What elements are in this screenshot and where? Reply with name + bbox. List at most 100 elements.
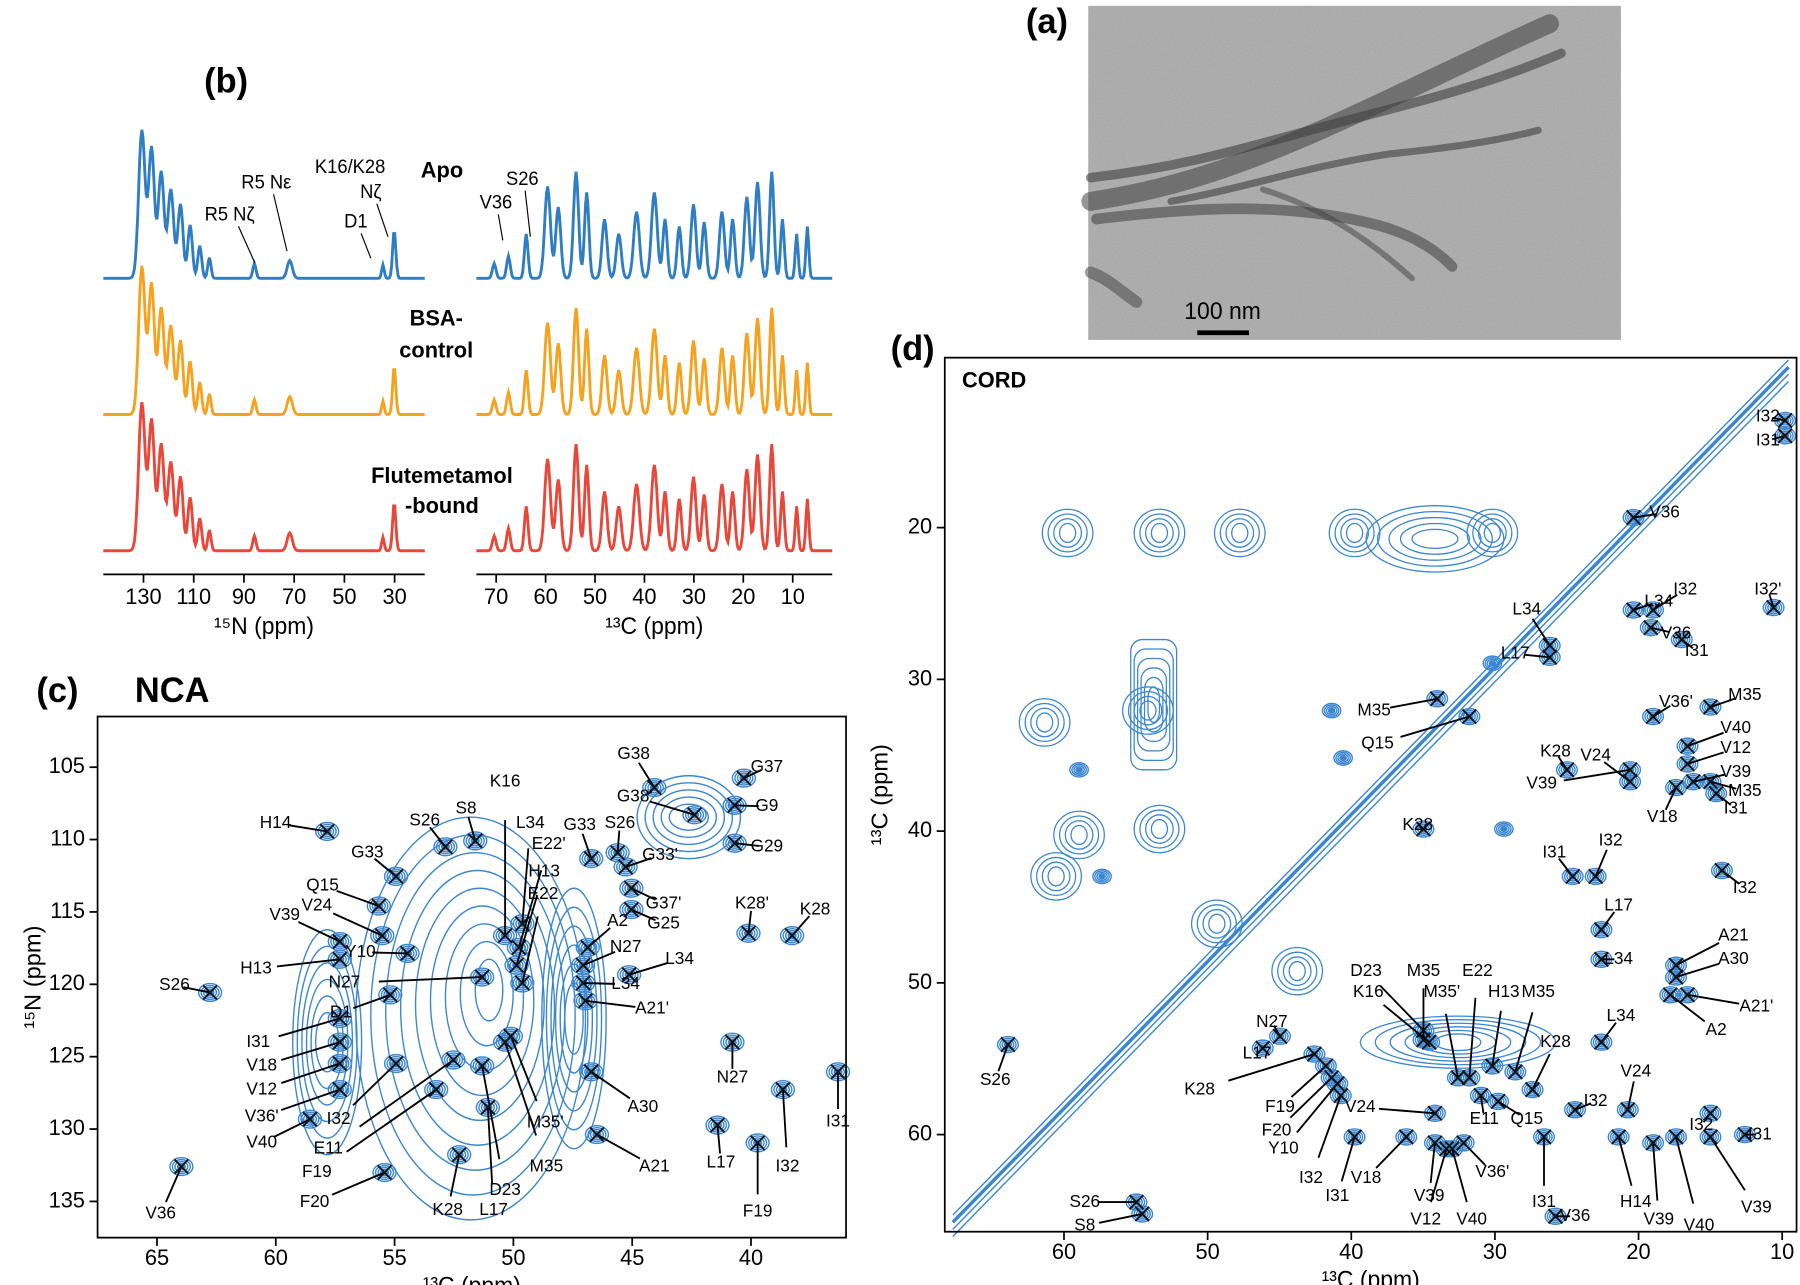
- peak-label: A2: [607, 910, 628, 930]
- leader-line: [1400, 715, 1470, 738]
- leader-line: [583, 982, 616, 985]
- contour: [584, 852, 599, 865]
- contour: [426, 1081, 446, 1098]
- contour: [1213, 508, 1266, 558]
- peak-cross: [1588, 868, 1604, 885]
- contour: [1676, 986, 1699, 1004]
- x-axis-title: ¹⁵N (ppm): [214, 613, 314, 639]
- leader-line: [1626, 1081, 1635, 1110]
- leader-line: [1652, 594, 1678, 611]
- contour: [1035, 856, 1077, 897]
- contour: [1642, 620, 1660, 635]
- contour: [1504, 1063, 1527, 1081]
- contour: [1327, 707, 1336, 714]
- sample-name: Flutemetamol: [371, 463, 513, 488]
- peak-label: I31: [1325, 1185, 1349, 1205]
- contour: [1268, 1027, 1291, 1045]
- contour: [330, 933, 350, 950]
- contour: [1624, 602, 1643, 617]
- contour: [1147, 686, 1161, 724]
- peak-cross: [1622, 773, 1638, 790]
- contour: [511, 941, 526, 954]
- contour: [372, 927, 392, 944]
- contour: [619, 899, 644, 920]
- contour: [660, 796, 718, 839]
- contour: [1703, 1131, 1717, 1143]
- leader-line: [1531, 1053, 1551, 1091]
- contour: [1703, 1108, 1717, 1119]
- contour: [1251, 1039, 1274, 1057]
- peak-label: E22: [1462, 960, 1493, 980]
- contour: [1667, 780, 1685, 795]
- peak-label: V24: [1621, 1060, 1652, 1080]
- fibrils: [1081, 14, 1566, 308]
- peak-label: Q15: [1511, 1108, 1544, 1128]
- contour: [1139, 809, 1180, 849]
- contour: [731, 768, 757, 788]
- peak-label: V40: [246, 1131, 277, 1151]
- contour: [469, 1056, 495, 1076]
- leader-line: [1563, 768, 1631, 782]
- contour: [1133, 648, 1174, 761]
- peak-label: I32: [327, 1108, 351, 1128]
- peak-cross: [1702, 773, 1718, 790]
- contour: [619, 878, 644, 898]
- peak-label: M35: [1728, 684, 1761, 704]
- contour: [297, 1109, 323, 1129]
- contour: [1670, 630, 1693, 649]
- peak-label: S26: [159, 974, 190, 994]
- n15-spectrum: [103, 401, 425, 553]
- contour: [330, 951, 350, 967]
- leader-line: [581, 833, 593, 859]
- leader-line: [1340, 1136, 1356, 1182]
- contour: [330, 1010, 350, 1027]
- peak-label: N27: [610, 936, 642, 956]
- contour: [1699, 1104, 1722, 1122]
- contour: [1348, 1131, 1362, 1143]
- leader-line: [1617, 1136, 1633, 1187]
- leader-line: [1098, 1213, 1143, 1224]
- contour: [1131, 1205, 1154, 1223]
- peak-label: G37': [646, 892, 682, 912]
- peak-cross: [1461, 1069, 1477, 1086]
- contour: [388, 1057, 404, 1070]
- leader-line: [1650, 626, 1670, 634]
- contour: [1335, 751, 1351, 765]
- contour: [1332, 1088, 1350, 1103]
- peak-label: Y10: [345, 941, 376, 961]
- contour: [169, 1156, 194, 1177]
- peak-cross: [428, 1081, 444, 1098]
- peak-label: G25: [647, 912, 680, 932]
- contour: [1190, 899, 1243, 949]
- peak-cross: [1473, 1087, 1489, 1104]
- contour: [447, 1145, 472, 1165]
- peak-cross: [646, 779, 662, 796]
- contour: [618, 861, 633, 873]
- contour: [1624, 510, 1643, 525]
- sample-name: BSA-: [410, 305, 463, 330]
- peak-label: M35: [530, 1155, 563, 1175]
- peak-cross: [1347, 1129, 1363, 1145]
- contour: [1481, 1057, 1504, 1075]
- leader-line: [1479, 1095, 1485, 1114]
- contour: [332, 935, 347, 948]
- contour: [1703, 701, 1717, 713]
- leader-line: [521, 848, 530, 924]
- contour: [587, 1126, 607, 1143]
- peak-cross: [467, 833, 483, 849]
- contour: [1001, 1039, 1015, 1050]
- peak-label: V40: [1456, 1208, 1487, 1228]
- peak-label: H13: [528, 860, 560, 880]
- peak-label: K16: [1353, 981, 1384, 1001]
- peak-label: K28: [800, 898, 831, 918]
- peak-cross: [1398, 1129, 1414, 1145]
- leader-line: [1771, 434, 1786, 441]
- contour: [1041, 508, 1094, 558]
- contour: [1558, 762, 1576, 777]
- contour: [1328, 508, 1381, 558]
- contour: [1024, 702, 1065, 743]
- contour: [468, 835, 483, 847]
- contour: [1521, 1080, 1544, 1099]
- contour: [1139, 513, 1180, 553]
